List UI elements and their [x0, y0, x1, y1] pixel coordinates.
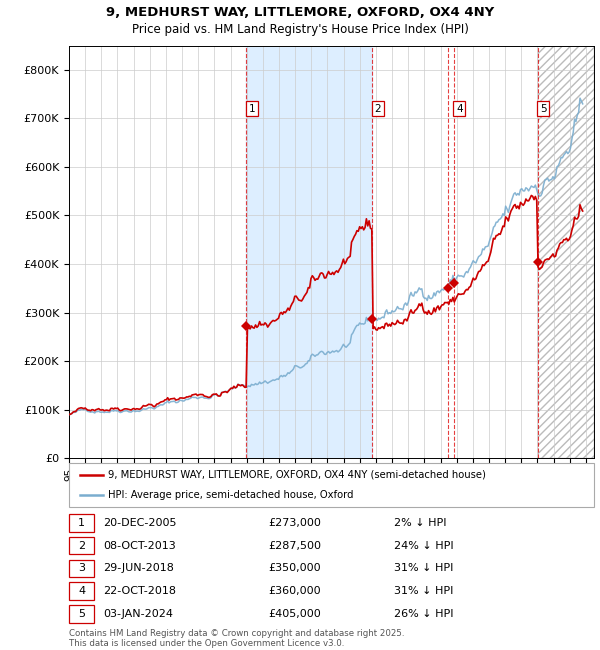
FancyBboxPatch shape [69, 582, 94, 600]
Text: 1: 1 [248, 103, 255, 114]
Text: 22-OCT-2018: 22-OCT-2018 [103, 586, 176, 596]
Text: 4: 4 [78, 586, 85, 596]
Text: 9, MEDHURST WAY, LITTLEMORE, OXFORD, OX4 4NY (semi-detached house): 9, MEDHURST WAY, LITTLEMORE, OXFORD, OX4… [109, 470, 486, 480]
Text: 2: 2 [78, 541, 85, 551]
Text: Contains HM Land Registry data © Crown copyright and database right 2025.
This d: Contains HM Land Registry data © Crown c… [69, 629, 404, 648]
Text: 5: 5 [78, 609, 85, 619]
Text: 20-DEC-2005: 20-DEC-2005 [103, 518, 176, 528]
Text: 03-JAN-2024: 03-JAN-2024 [103, 609, 173, 619]
Text: 31% ↓ HPI: 31% ↓ HPI [395, 564, 454, 573]
Text: Price paid vs. HM Land Registry's House Price Index (HPI): Price paid vs. HM Land Registry's House … [131, 23, 469, 36]
Text: 4: 4 [456, 103, 463, 114]
FancyBboxPatch shape [69, 560, 94, 577]
Text: 3: 3 [78, 564, 85, 573]
Text: £405,000: £405,000 [269, 609, 321, 619]
Text: 08-OCT-2013: 08-OCT-2013 [103, 541, 176, 551]
Bar [246, 46, 372, 458]
Text: £287,500: £287,500 [269, 541, 322, 551]
Text: 5: 5 [540, 103, 547, 114]
Text: 31% ↓ HPI: 31% ↓ HPI [395, 586, 454, 596]
FancyBboxPatch shape [69, 514, 94, 532]
Text: 1: 1 [78, 518, 85, 528]
Text: £273,000: £273,000 [269, 518, 322, 528]
Text: 26% ↓ HPI: 26% ↓ HPI [395, 609, 454, 619]
Text: 2: 2 [374, 103, 381, 114]
Text: HPI: Average price, semi-detached house, Oxford: HPI: Average price, semi-detached house,… [109, 490, 354, 500]
Text: 2% ↓ HPI: 2% ↓ HPI [395, 518, 447, 528]
Text: 29-JUN-2018: 29-JUN-2018 [103, 564, 174, 573]
Text: 24% ↓ HPI: 24% ↓ HPI [395, 541, 454, 551]
Text: 9, MEDHURST WAY, LITTLEMORE, OXFORD, OX4 4NY: 9, MEDHURST WAY, LITTLEMORE, OXFORD, OX4… [106, 6, 494, 20]
Text: £360,000: £360,000 [269, 586, 321, 596]
FancyBboxPatch shape [69, 605, 94, 623]
Bar [538, 46, 594, 458]
FancyBboxPatch shape [69, 537, 94, 554]
Text: £350,000: £350,000 [269, 564, 321, 573]
